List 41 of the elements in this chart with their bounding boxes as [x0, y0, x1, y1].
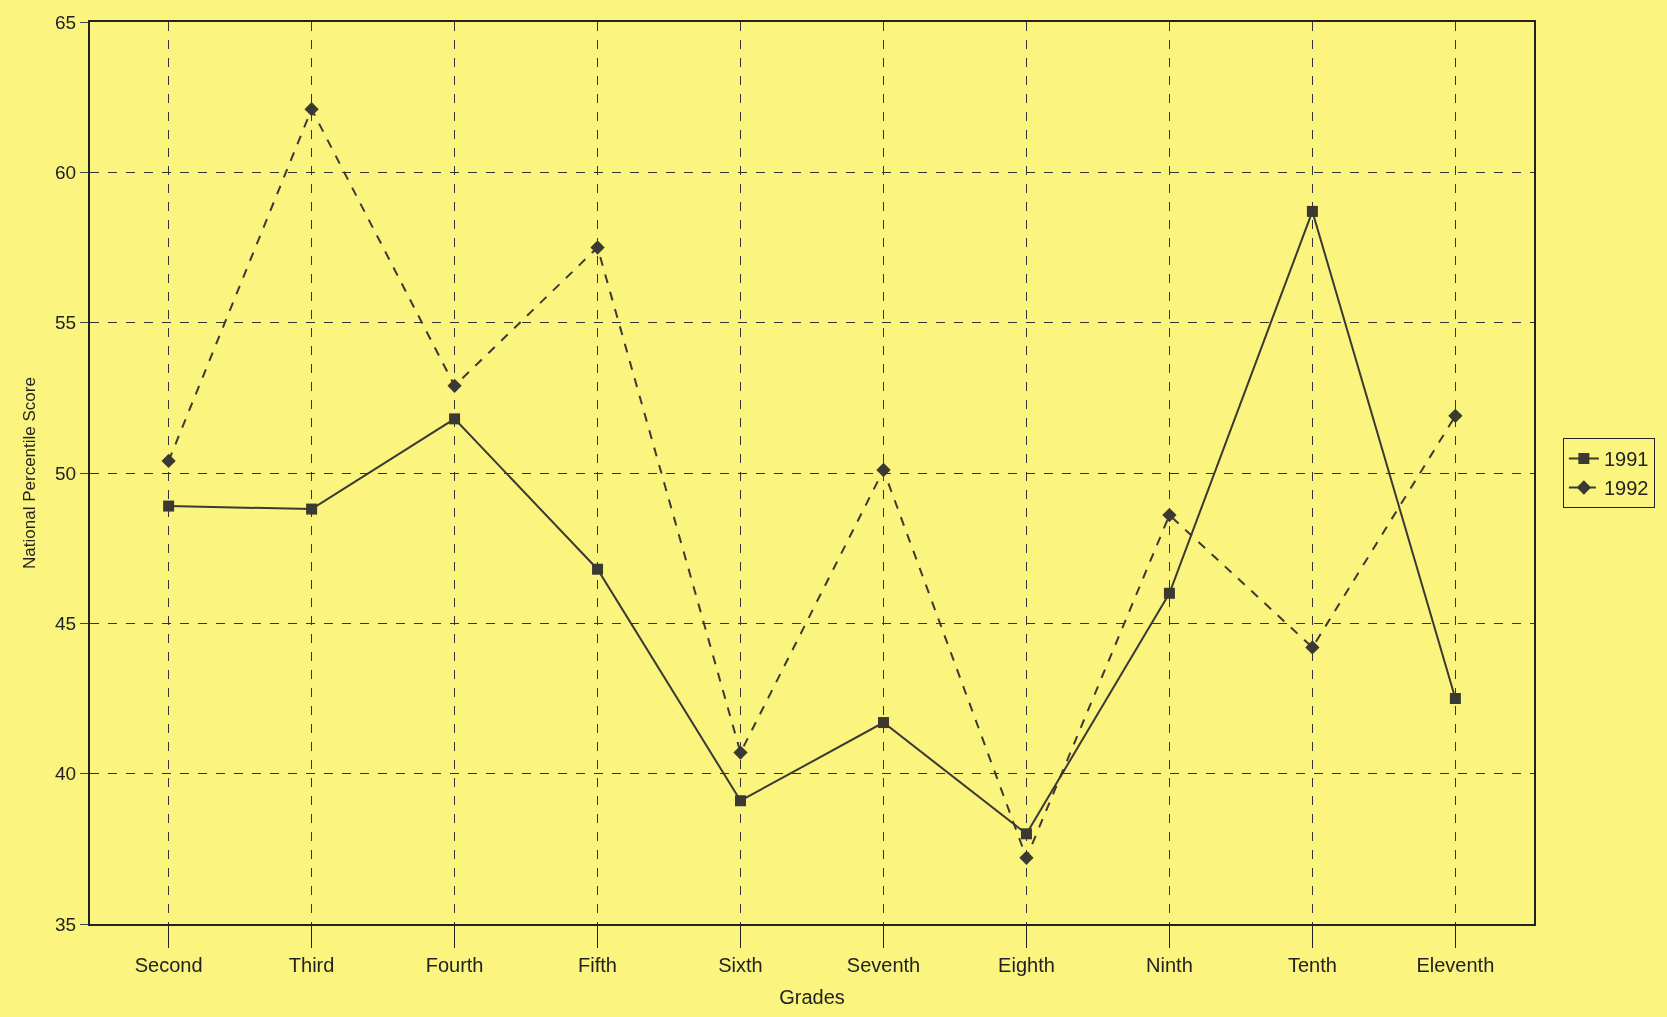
x-tick-label: Tenth — [1287, 954, 1337, 976]
point — [1020, 828, 1032, 840]
point — [1306, 205, 1318, 217]
point — [876, 462, 891, 478]
y-tick-label: 60 — [55, 161, 77, 183]
y-axis-title: National Percentile Score — [20, 377, 40, 569]
x-axis-title: Grades — [779, 986, 845, 1008]
x-tick-label: Seventh — [846, 954, 921, 976]
point — [1305, 640, 1320, 655]
point — [733, 745, 748, 760]
point — [306, 503, 318, 515]
x-tick-label: Fifth — [578, 954, 617, 976]
x-tick-label: Fourth — [425, 954, 484, 976]
legend-label: 1991 — [1603, 448, 1649, 471]
x-tick-label: Eighth — [998, 954, 1055, 976]
point — [1162, 507, 1177, 523]
legend-label: 1992 — [1603, 477, 1649, 500]
point — [877, 717, 889, 729]
x-tick-label: Eleventh — [1416, 954, 1495, 976]
point — [735, 795, 747, 807]
point — [304, 102, 319, 117]
point — [163, 500, 175, 512]
point — [1448, 408, 1463, 424]
point — [1163, 587, 1175, 599]
y-tick-label: 50 — [55, 462, 77, 484]
y-tick-label: 40 — [55, 763, 77, 785]
point — [592, 563, 604, 575]
x-tick-label: Third — [288, 954, 335, 976]
point — [1449, 693, 1461, 704]
point — [161, 453, 176, 469]
y-tick-label: 65 — [55, 11, 77, 33]
point — [449, 413, 461, 425]
y-tick-label: 45 — [55, 612, 77, 634]
point — [590, 240, 605, 255]
point — [447, 378, 462, 393]
point — [1019, 850, 1034, 865]
x-tick-label: Second — [134, 954, 203, 976]
y-tick-label: 55 — [55, 312, 77, 334]
x-tick-label: Ninth — [1146, 954, 1193, 976]
x-tick-label: Sixth — [718, 954, 763, 976]
y-tick-label: 35 — [55, 913, 77, 935]
